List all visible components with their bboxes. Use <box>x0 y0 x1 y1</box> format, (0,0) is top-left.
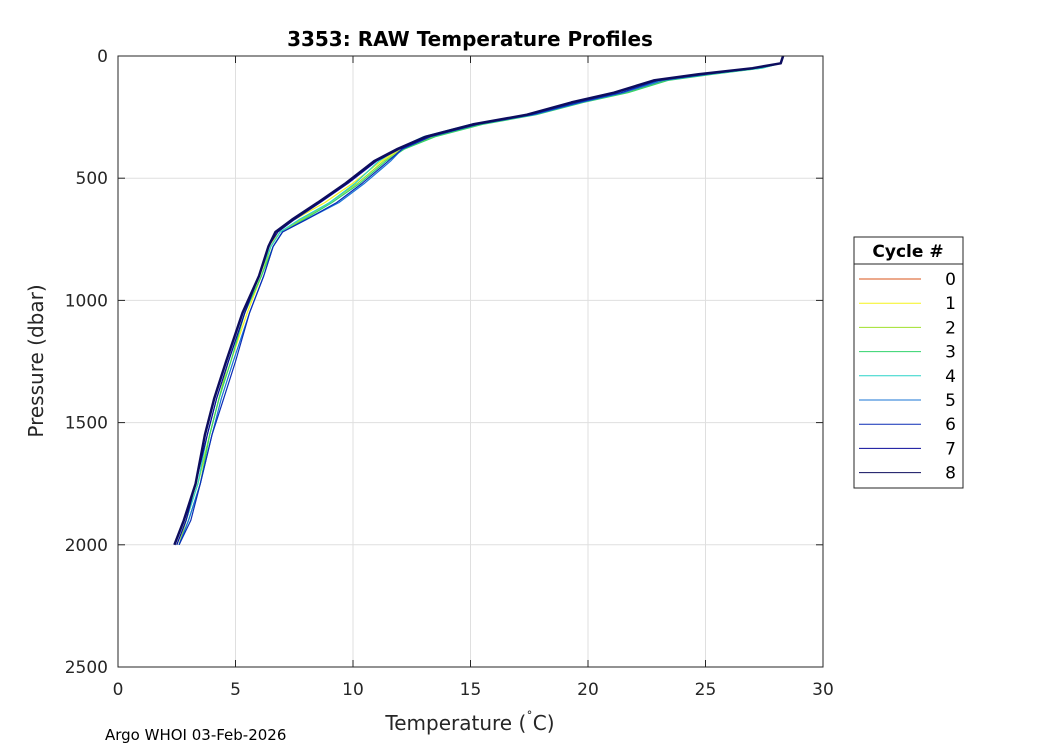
y-tick-label: 1000 <box>65 291 108 311</box>
chart-title: 3353: RAW Temperature Profiles <box>287 27 653 51</box>
series-line-cycle-5 <box>178 55 784 546</box>
legend: Cycle # 0 1 2 3 4 5 6 7 8 <box>853 236 964 489</box>
series-group <box>173 55 785 546</box>
legend-label-7: 7 <box>945 439 956 459</box>
y-axis-label: Pressure (dbar) <box>24 284 48 437</box>
legend-title: Cycle # <box>872 242 943 262</box>
legend-label-3: 3 <box>945 343 956 363</box>
ticks: 0 5 10 15 20 25 30 0 500 1000 1500 2000 2500 <box>65 47 834 700</box>
y-tick-label: 2000 <box>65 536 108 556</box>
legend-label-6: 6 <box>945 415 956 435</box>
x-tick-label: 20 <box>577 680 599 700</box>
x-tick-label: 15 <box>460 680 482 700</box>
x-axis-label-unit: C) <box>533 711 555 735</box>
series-line-cycle-3 <box>178 55 784 546</box>
x-tick-label: 10 <box>342 680 364 700</box>
legend-label-1: 1 <box>945 294 956 314</box>
series-line-cycle-8 <box>173 55 785 546</box>
legend-label-0: 0 <box>945 270 956 290</box>
y-tick-label: 0 <box>97 47 108 67</box>
legend-items: 0 1 2 3 4 5 6 7 8 <box>859 270 956 484</box>
x-tick-label: 25 <box>695 680 717 700</box>
x-tick-label: 5 <box>230 680 241 700</box>
legend-label-2: 2 <box>945 318 956 338</box>
y-tick-label: 500 <box>76 169 108 189</box>
legend-label-5: 5 <box>945 391 956 411</box>
legend-label-4: 4 <box>945 367 956 387</box>
footer-text: Argo WHOI 03-Feb-2026 <box>105 726 286 744</box>
x-axis-label-degree: ˚ <box>526 710 533 726</box>
x-axis-label-text: Temperature ( <box>384 711 526 735</box>
legend-label-8: 8 <box>945 464 956 484</box>
y-tick-label: 1500 <box>65 414 108 434</box>
x-tick-label: 30 <box>812 680 834 700</box>
x-axis-label: Temperature (˚C) <box>384 710 554 735</box>
x-tick-label: 0 <box>113 680 124 700</box>
y-tick-label: 2500 <box>65 658 108 678</box>
grid <box>118 56 823 667</box>
